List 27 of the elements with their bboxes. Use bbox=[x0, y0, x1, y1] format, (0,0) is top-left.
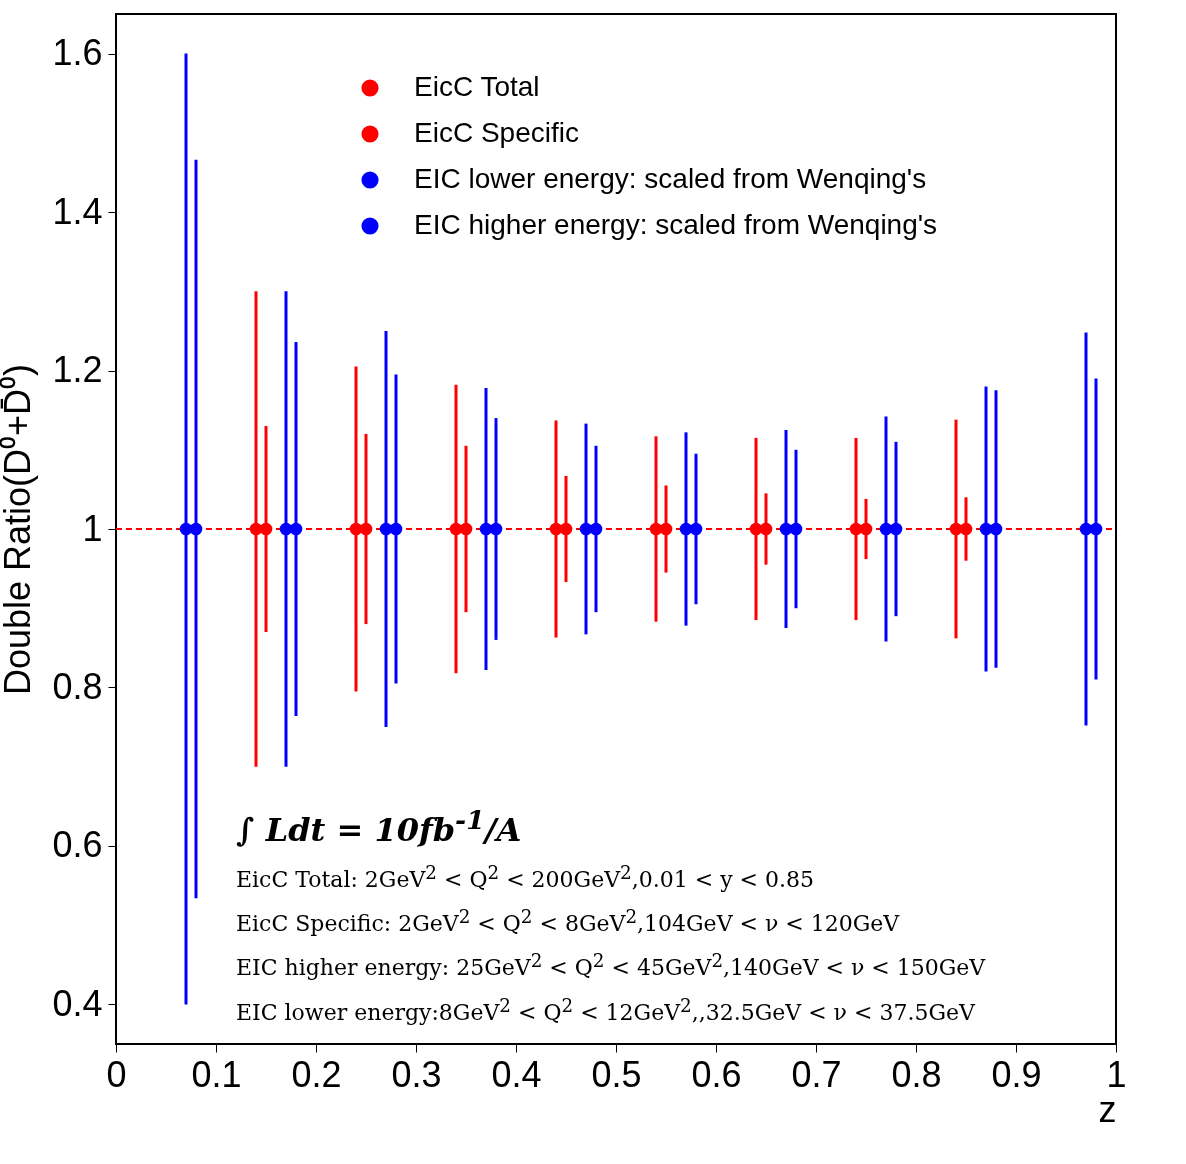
legend-label: EIC lower energy: scaled from Wenqing's bbox=[414, 163, 927, 194]
annotation: EIC lower energy:8GeV$^{2}$ < Q$^{2}$ < 12GeV$^{2}$,,32.5GeV < ν < 37.5GeV bbox=[236, 993, 977, 1027]
y-tick-label: 1.4 bbox=[52, 190, 103, 232]
x-tick-label: 0.3 bbox=[391, 1053, 442, 1095]
annotation: ∫ Ldt = 10fb$^{-1}$/A bbox=[236, 803, 523, 851]
annotation: EicC Specific: 2GeV$^{2}$ < Q$^{2}$ < 8GeV$^{2}$,104GeV < ν < 120GeV bbox=[236, 905, 901, 939]
y-tick-label: 1.6 bbox=[52, 32, 103, 74]
y-tick-label: 1 bbox=[82, 507, 103, 549]
y-tick-label: 0.8 bbox=[52, 665, 103, 707]
x-tick-label: 0.2 bbox=[291, 1053, 342, 1095]
y-tick-label: 0.6 bbox=[52, 824, 103, 866]
y-axis-title: Double Ratio(D⁰+D̄⁰) bbox=[0, 363, 39, 696]
x-tick-label: 0.7 bbox=[791, 1053, 842, 1095]
y-tick-label: 0.4 bbox=[52, 982, 103, 1024]
y-tick-label: 1.2 bbox=[52, 349, 103, 391]
x-tick-label: 0 bbox=[106, 1053, 127, 1095]
legend-label: EicC Total bbox=[414, 71, 540, 102]
x-tick-label: 0.5 bbox=[591, 1053, 642, 1095]
annotation: EIC higher energy: 25GeV$^{2}$ < Q$^{2}$ < 45GeV$^{2}$,140GeV < ν < 150GeV bbox=[236, 949, 986, 983]
x-tick-label: 0.6 bbox=[691, 1053, 742, 1095]
x-tick-label: 0.1 bbox=[191, 1053, 242, 1095]
legend-label: EicC Specific bbox=[414, 117, 579, 148]
x-tick-label: 0.9 bbox=[991, 1053, 1042, 1095]
x-tick-label: 0.4 bbox=[491, 1053, 542, 1095]
x-tick-label: 0.8 bbox=[891, 1053, 942, 1095]
legend-label: EIC higher energy: scaled from Wenqing's bbox=[414, 209, 938, 240]
annotation: EicC Total: 2GeV$^{2}$ < Q$^{2}$ < 200GeV$^{2}$,0.01 < y < 0.85 bbox=[236, 860, 815, 894]
